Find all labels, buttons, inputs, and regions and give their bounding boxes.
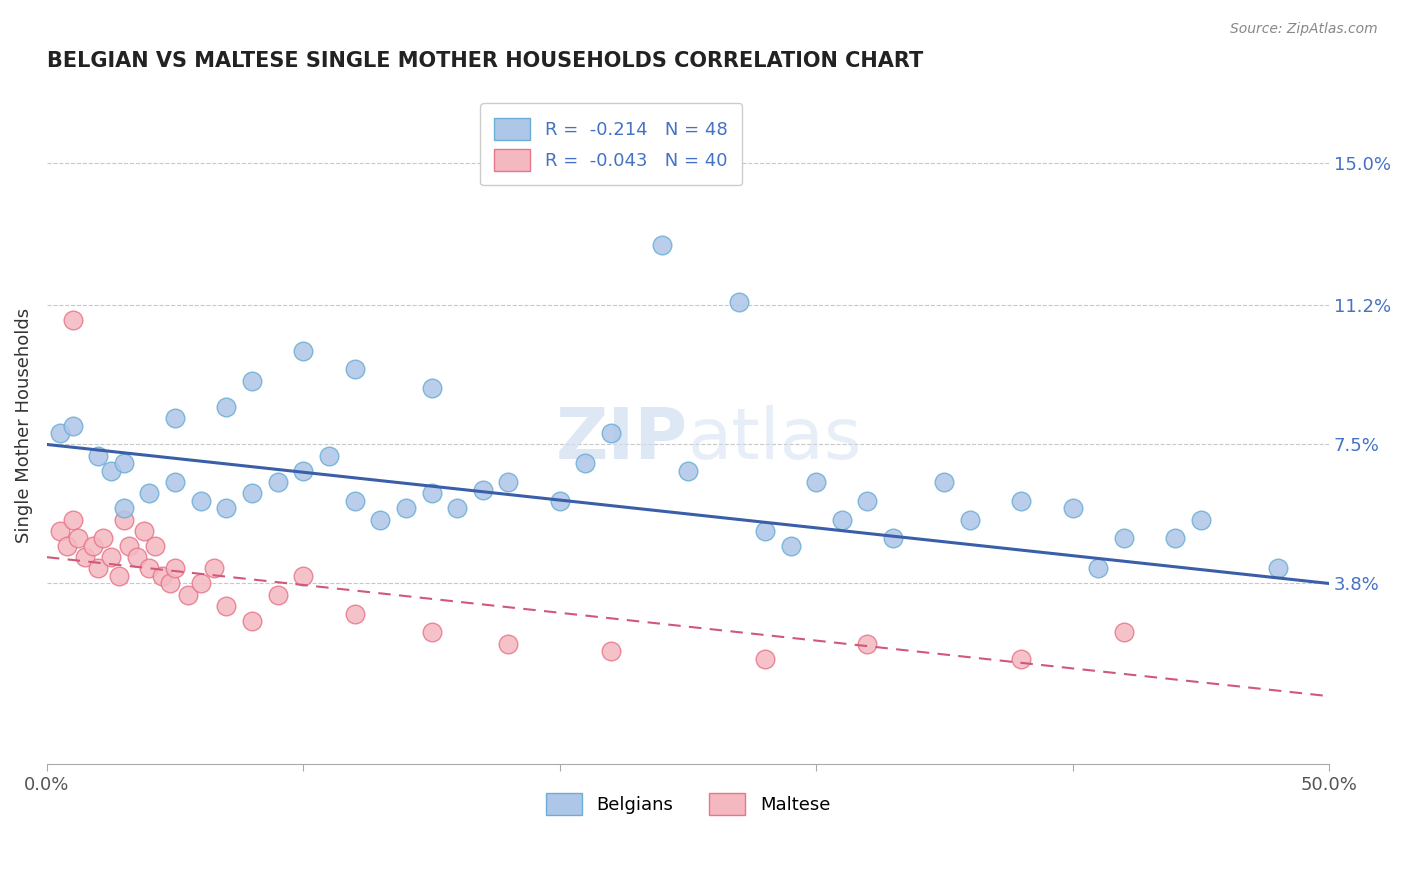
Point <box>62 313 84 327</box>
Point <box>779 539 801 553</box>
Point <box>107 569 129 583</box>
Point <box>118 539 141 553</box>
Point <box>91 532 114 546</box>
Point <box>125 550 148 565</box>
Point <box>498 475 520 489</box>
Text: ZIP: ZIP <box>555 405 688 474</box>
Point <box>292 343 315 358</box>
Point <box>343 607 366 621</box>
Point <box>395 501 418 516</box>
Point <box>143 539 166 553</box>
Point <box>112 501 135 516</box>
Point <box>62 513 84 527</box>
Point <box>882 532 904 546</box>
Point <box>202 561 225 575</box>
Point <box>165 411 187 425</box>
Point <box>190 576 212 591</box>
Point <box>831 513 853 527</box>
Point <box>112 456 135 470</box>
Y-axis label: Single Mother Households: Single Mother Households <box>15 308 32 543</box>
Legend: Belgians, Maltese: Belgians, Maltese <box>538 786 838 822</box>
Point <box>240 486 263 500</box>
Point <box>292 569 315 583</box>
Point <box>190 493 212 508</box>
Point <box>600 426 623 441</box>
Point <box>420 486 443 500</box>
Point <box>343 362 366 376</box>
Point <box>804 475 827 489</box>
Point <box>150 569 173 583</box>
Text: Source: ZipAtlas.com: Source: ZipAtlas.com <box>1230 22 1378 37</box>
Point <box>318 449 340 463</box>
Point <box>75 550 97 565</box>
Point <box>548 493 571 508</box>
Point <box>165 561 187 575</box>
Point <box>56 539 79 553</box>
Point <box>48 426 70 441</box>
Point <box>100 550 122 565</box>
Point <box>138 486 160 500</box>
Point <box>471 483 494 497</box>
Point <box>754 524 776 538</box>
Point <box>82 539 104 553</box>
Point <box>215 501 238 516</box>
Point <box>856 493 879 508</box>
Point <box>215 400 238 414</box>
Point <box>1164 532 1187 546</box>
Point <box>1112 532 1135 546</box>
Point <box>420 625 443 640</box>
Point <box>100 464 122 478</box>
Point <box>420 381 443 395</box>
Point <box>856 637 879 651</box>
Point <box>1010 493 1032 508</box>
Point <box>240 374 263 388</box>
Point <box>240 614 263 628</box>
Point <box>574 456 596 470</box>
Point <box>934 475 956 489</box>
Point <box>66 532 89 546</box>
Point <box>134 524 156 538</box>
Point <box>368 513 391 527</box>
Point <box>446 501 468 516</box>
Point <box>215 599 238 613</box>
Text: atlas: atlas <box>688 405 862 474</box>
Point <box>62 418 84 433</box>
Point <box>112 513 135 527</box>
Point <box>292 464 315 478</box>
Point <box>165 475 187 489</box>
Point <box>959 513 981 527</box>
Point <box>87 561 110 575</box>
Point <box>343 493 366 508</box>
Point <box>498 637 520 651</box>
Point <box>159 576 181 591</box>
Point <box>87 449 110 463</box>
Text: BELGIAN VS MALTESE SINGLE MOTHER HOUSEHOLDS CORRELATION CHART: BELGIAN VS MALTESE SINGLE MOTHER HOUSEHO… <box>46 51 924 70</box>
Point <box>651 238 673 252</box>
Point <box>1062 501 1084 516</box>
Point <box>754 651 776 665</box>
Point <box>1112 625 1135 640</box>
Point <box>600 644 623 658</box>
Point <box>1267 561 1289 575</box>
Point <box>266 588 288 602</box>
Point <box>676 464 699 478</box>
Point <box>177 588 200 602</box>
Point <box>48 524 70 538</box>
Point <box>266 475 288 489</box>
Point <box>728 294 751 309</box>
Point <box>1189 513 1212 527</box>
Point <box>1010 651 1032 665</box>
Point <box>138 561 160 575</box>
Point <box>1087 561 1109 575</box>
